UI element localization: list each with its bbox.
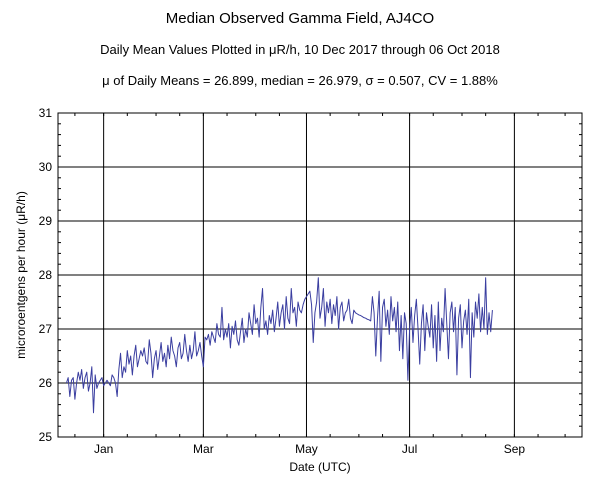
x-axis-ticks: Jan Mar May Jul Sep: [74, 113, 566, 456]
y-tick-label: 29: [39, 214, 53, 228]
x-tick-label: Mar: [193, 442, 214, 456]
x-tick-label: Sep: [504, 442, 526, 456]
plot-frame: [57, 112, 583, 438]
series-line: [65, 277, 493, 414]
y-axis-label: microroentgens per hour (μR/h): [14, 191, 28, 359]
chart-subtitle: Daily Mean Values Plotted in μR/h, 10 De…: [100, 42, 500, 57]
y-tick-label: 25: [39, 430, 53, 444]
x-tick-label: Jul: [402, 442, 417, 456]
y-tick-label: 27: [39, 322, 53, 336]
chart-statistics: μ of Daily Means = 26.899, median = 26.9…: [102, 73, 498, 88]
gridlines: [58, 113, 582, 437]
y-tick-label: 31: [39, 106, 53, 120]
x-tick-label: Jan: [94, 442, 113, 456]
y-tick-label: 28: [39, 268, 53, 282]
chart-title: Median Observed Gamma Field, AJ4CO: [165, 10, 435, 27]
x-tick-label: May: [295, 442, 318, 456]
x-axis-label: Date (UTC): [289, 460, 350, 474]
y-tick-label: 26: [39, 376, 53, 390]
series-lines: [65, 277, 493, 414]
y-tick-label: 30: [39, 160, 53, 174]
